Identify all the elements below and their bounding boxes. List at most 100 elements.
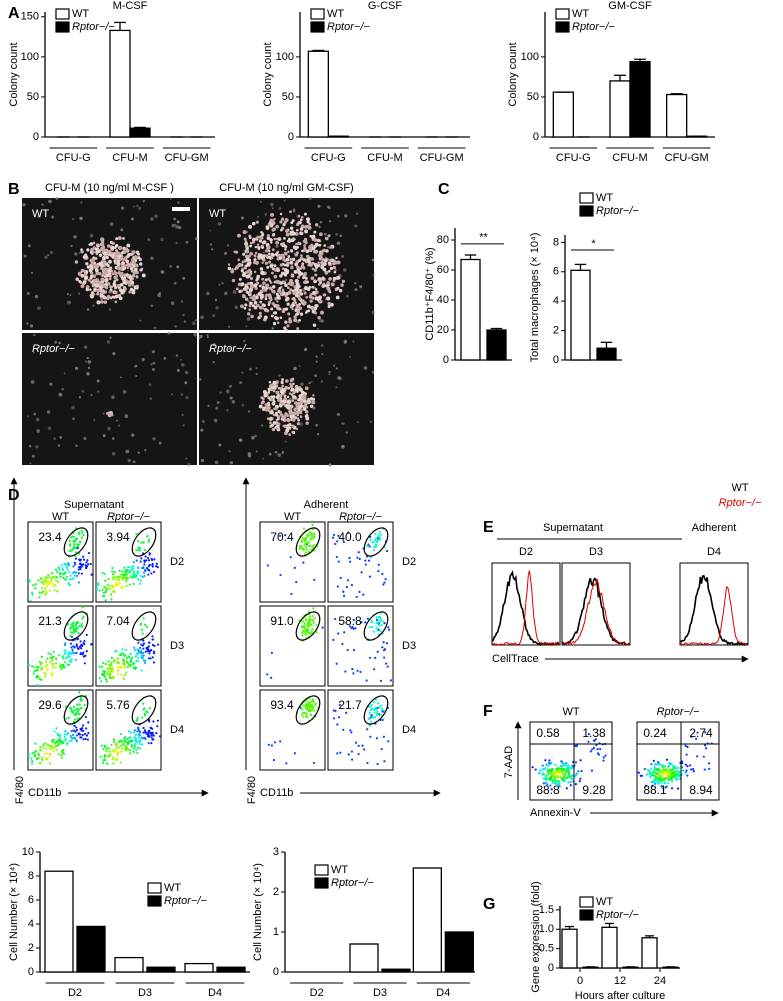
cell: [286, 424, 289, 427]
cell: [273, 218, 275, 220]
event: [55, 727, 57, 729]
cell: [83, 281, 86, 284]
cell: [261, 401, 264, 404]
event: [120, 587, 122, 589]
event: [570, 777, 572, 779]
event: [301, 708, 303, 710]
event: [375, 539, 377, 541]
event: [75, 709, 77, 711]
event: [295, 581, 297, 583]
event: [111, 584, 113, 586]
event: [359, 671, 361, 673]
cell: [300, 312, 303, 315]
cell: [308, 400, 310, 402]
x-axis-title: CD11b: [28, 787, 61, 799]
event: [134, 740, 136, 742]
cell: [200, 315, 204, 319]
cell: [75, 367, 78, 370]
y-tick-label: 100: [21, 51, 39, 63]
event: [72, 565, 74, 567]
cell: [256, 373, 258, 375]
event: [358, 551, 360, 553]
cell: [337, 241, 341, 245]
event: [370, 714, 372, 716]
event: [60, 754, 62, 756]
event: [109, 755, 111, 757]
event: [151, 635, 153, 637]
event: [311, 628, 313, 630]
cell: [281, 418, 284, 421]
event: [77, 632, 79, 634]
cell: [122, 237, 125, 240]
cell: [289, 415, 291, 417]
cell: [285, 229, 288, 232]
cell: [79, 396, 81, 398]
cell: [315, 355, 317, 357]
event: [602, 759, 604, 761]
event: [105, 591, 107, 593]
event: [128, 740, 130, 742]
cell: [206, 292, 210, 296]
row-label: D2: [170, 556, 184, 568]
legend-label: WT: [164, 882, 181, 894]
event: [121, 740, 123, 742]
cell: [271, 272, 274, 275]
event: [369, 657, 371, 659]
cell: [254, 301, 258, 305]
event: [69, 707, 71, 709]
event: [115, 576, 117, 578]
event: [39, 746, 41, 748]
event: [73, 571, 75, 573]
cell: [317, 433, 319, 435]
cell: [241, 282, 245, 286]
cell: [255, 246, 257, 248]
cell: [265, 249, 268, 252]
event: [704, 768, 706, 770]
cell: [295, 313, 298, 316]
event: [557, 769, 559, 771]
cell: [97, 390, 99, 392]
cell: [254, 271, 256, 273]
cell: [268, 303, 271, 306]
cell: [300, 382, 304, 386]
event: [553, 771, 555, 773]
cell: [305, 406, 308, 409]
y-axis-title: Colony count: [8, 42, 20, 106]
event: [562, 775, 564, 777]
event: [147, 650, 149, 652]
event: [105, 663, 107, 665]
cell: [28, 244, 31, 247]
event: [535, 768, 537, 770]
cell: [333, 277, 336, 280]
cell: [349, 356, 351, 358]
event: [143, 541, 145, 543]
cell: [101, 240, 104, 243]
event: [657, 761, 659, 763]
cell: [110, 241, 113, 244]
cell: [298, 285, 301, 288]
cell: [357, 421, 359, 423]
cell: [277, 453, 281, 457]
y-tick-label: 3: [273, 846, 279, 858]
bar: [571, 270, 590, 360]
cell: [48, 200, 52, 204]
cell: [300, 227, 304, 231]
event: [103, 756, 105, 758]
event: [73, 652, 75, 654]
cell: [182, 277, 185, 280]
event: [41, 757, 43, 759]
gate-value: 40.0: [338, 530, 362, 544]
cell: [185, 458, 187, 460]
event: [106, 763, 108, 765]
event: [103, 573, 105, 575]
cell: [242, 273, 246, 277]
event: [113, 751, 115, 753]
cell: [276, 304, 279, 307]
cell: [168, 332, 171, 335]
event: [68, 717, 70, 719]
cell: [274, 275, 277, 278]
event: [312, 619, 314, 621]
legend-swatch: [311, 9, 324, 19]
event: [49, 745, 51, 747]
